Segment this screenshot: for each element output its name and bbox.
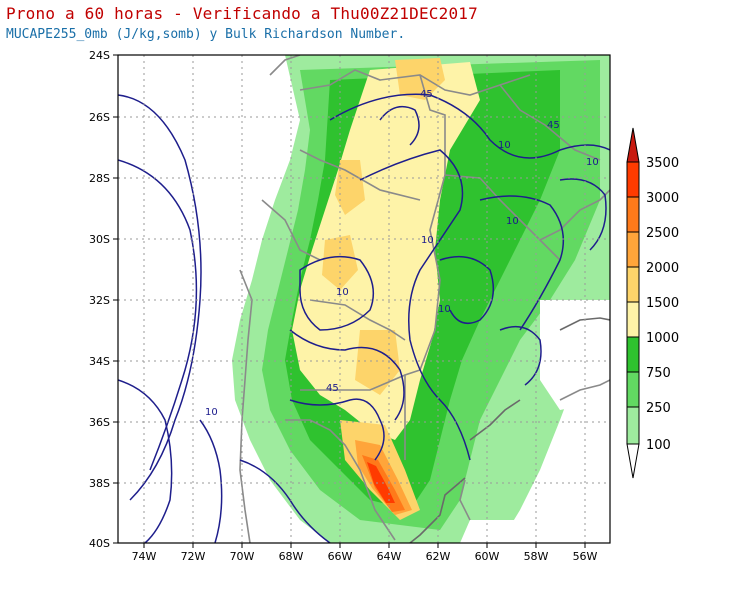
contour-label: 10 <box>205 407 218 418</box>
y-tick-label: 40S <box>89 537 110 550</box>
map-title: Prono a 60 horas - Verificando a Thu00Z2… <box>6 4 478 23</box>
map-subtitle: MUCAPE255_0mb (J/kg,somb) y Bulk Richard… <box>6 27 406 42</box>
coastline <box>409 317 610 543</box>
ocean-patch <box>460 300 610 543</box>
colorbar-swatch <box>626 231 640 268</box>
colorbar-swatch <box>626 266 640 303</box>
political-boundaries <box>239 55 610 543</box>
x-tick-label: 62W <box>426 550 451 563</box>
colorbar-label: 1000 <box>646 331 679 346</box>
colorbar-swatch <box>626 371 640 408</box>
colorbar-swatch <box>626 161 640 198</box>
cape-shade-2000 <box>322 58 445 520</box>
colorbar-label: 100 <box>646 438 671 453</box>
contour-label: 10 <box>506 216 519 227</box>
y-tick-label: 38S <box>89 477 110 490</box>
y-tick-label: 24S <box>89 49 110 62</box>
colorbar-label: 2000 <box>646 261 679 276</box>
contour-label: 45 <box>420 89 433 100</box>
y-tick-label: 30S <box>89 233 110 246</box>
x-tick-label: 72W <box>181 550 206 563</box>
y-tick-label: 34S <box>89 355 110 368</box>
x-tick-label: 66W <box>328 550 353 563</box>
x-tick-label: 74W <box>132 550 157 563</box>
cape-shade-3500 <box>367 462 395 503</box>
x-tick-label: 68W <box>279 550 304 563</box>
contour-label: 10 <box>421 235 434 246</box>
contour-label: 10 <box>336 287 349 298</box>
x-axis-labels: 74W 72W 70W 68W 66W 64W 62W 60W 58W 56W <box>132 550 598 563</box>
tick-marks <box>113 54 586 548</box>
contour-label: 45 <box>547 120 560 131</box>
colorbar-bottom-triangle <box>626 443 640 479</box>
contour-label: 10 <box>438 304 451 315</box>
x-tick-label: 56W <box>573 550 598 563</box>
y-tick-label: 36S <box>89 416 110 429</box>
colorbar-swatch <box>626 336 640 373</box>
colorbar-label: 250 <box>646 401 671 416</box>
y-tick-label: 26S <box>89 111 110 124</box>
colorbar-label: 1500 <box>646 296 679 311</box>
contour-label: 10 <box>586 157 599 168</box>
colorbar-label: 3000 <box>646 191 679 206</box>
cape-shade-1500 <box>292 62 480 440</box>
plot-frame <box>117 54 611 544</box>
x-tick-label: 64W <box>377 550 402 563</box>
x-tick-label: 60W <box>475 550 500 563</box>
contour-label: 10 <box>498 140 511 151</box>
y-tick-label: 32S <box>89 294 110 307</box>
colorbar-label: 2500 <box>646 226 679 241</box>
colorbar-label: 3500 <box>646 156 679 171</box>
bulk-richardson-contours <box>118 93 610 543</box>
colorbar-swatch <box>626 406 640 445</box>
contour-label: 45 <box>326 383 339 394</box>
colorbar-swatch <box>626 301 640 338</box>
colorbar-swatch <box>626 196 640 233</box>
contour-labels: 45 45 10 10 10 10 10 10 45 10 <box>205 89 599 418</box>
colorbar-label: 750 <box>646 366 671 381</box>
y-axis-labels: 24S 26S 28S 30S 32S 34S 36S 38S 40S <box>89 49 110 550</box>
colorbar-top-triangle <box>626 127 640 163</box>
x-tick-label: 70W <box>230 550 255 563</box>
y-tick-label: 28S <box>89 172 110 185</box>
gridlines <box>118 55 610 543</box>
colorbar: 3500 3000 2500 2000 1500 1000 750 250 10… <box>626 127 679 479</box>
x-tick-label: 58W <box>524 550 549 563</box>
